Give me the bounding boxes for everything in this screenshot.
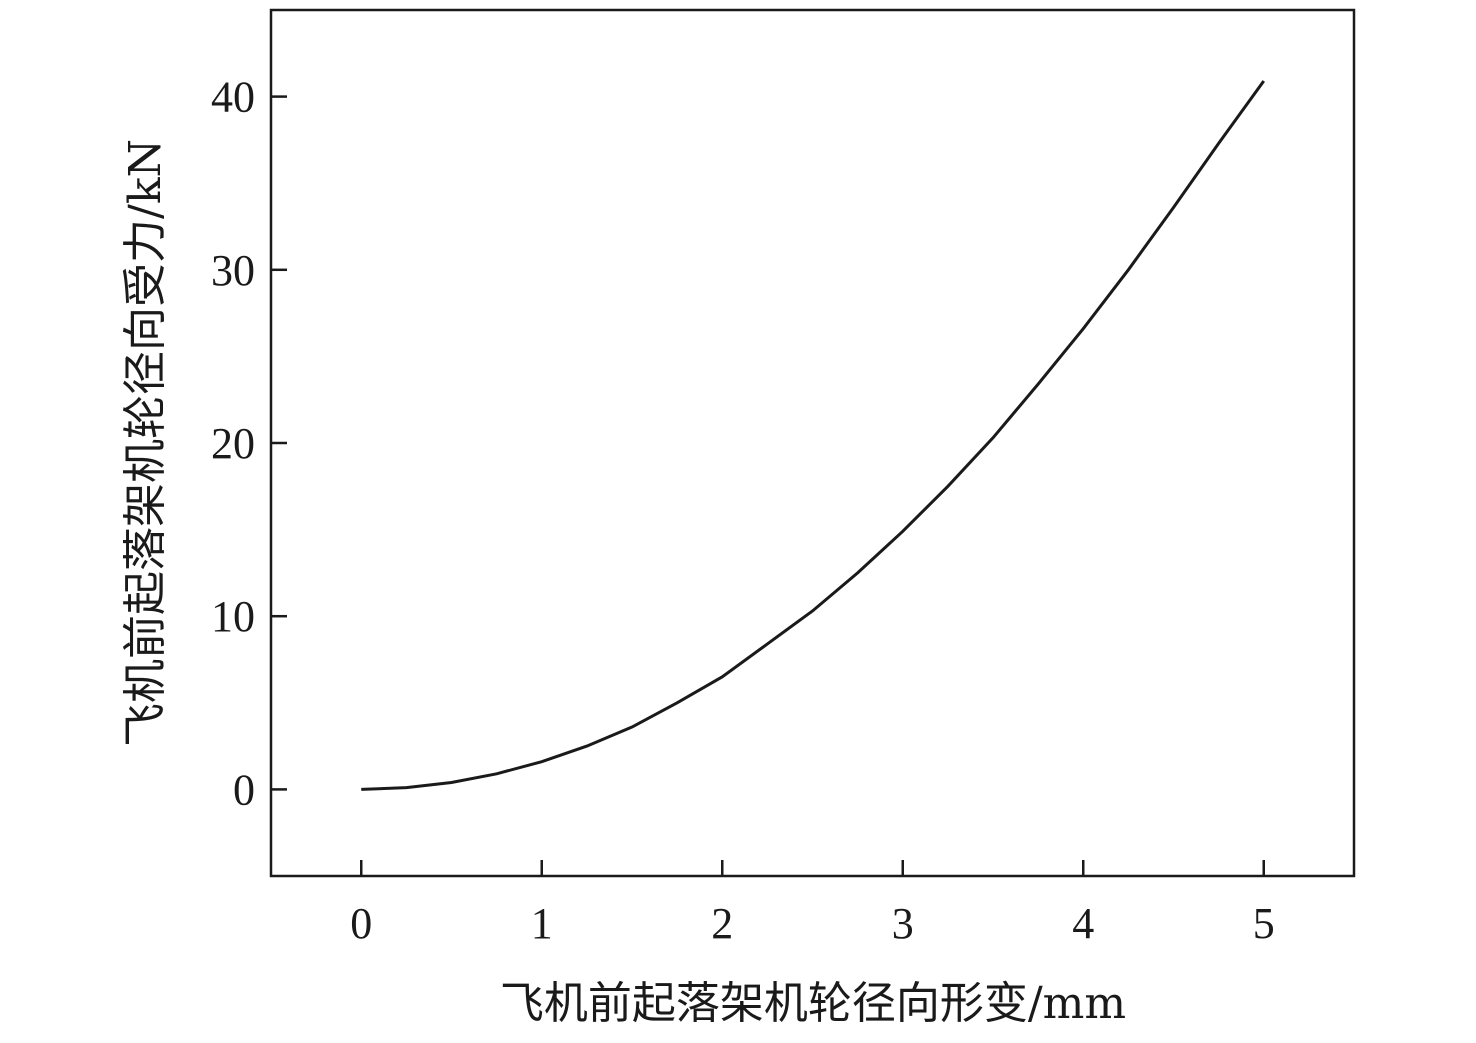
x-tick-label: 5 [1253, 899, 1275, 948]
y-tick-label: 40 [211, 73, 255, 122]
plot-frame [269, 8, 1356, 878]
x-tick-label: 4 [1072, 899, 1094, 948]
y-axis-ticks: 0 10 20 30 40 [211, 73, 287, 814]
x-axis-ticks: 0 1 2 3 4 5 [350, 860, 1275, 948]
x-tick-label: 3 [892, 899, 914, 948]
y-tick-label: 30 [211, 246, 255, 295]
x-axis-label: 飞机前起落架机轮径向形变/mm [500, 978, 1126, 1029]
series-line [361, 80, 1265, 791]
x-tick-label: 2 [711, 899, 733, 948]
y-tick-label: 0 [233, 765, 255, 814]
y-tick-label: 20 [211, 419, 255, 468]
y-axis-label: 飞机前起落架机轮径向受力/kN [120, 139, 171, 747]
x-tick-label: 0 [350, 899, 372, 948]
x-tick-label: 1 [531, 899, 553, 948]
y-tick-label: 10 [211, 592, 255, 641]
